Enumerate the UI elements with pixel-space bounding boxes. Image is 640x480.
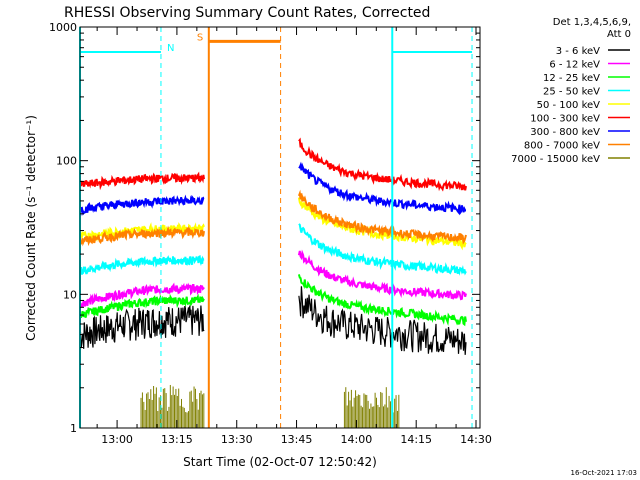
y-tick-label: 1000 bbox=[49, 21, 77, 34]
y-axis-label: Corrected Count Rate (s⁻¹ detector⁻¹) bbox=[24, 115, 38, 341]
saa-flag-label: S bbox=[197, 32, 203, 43]
y-tick-label: 100 bbox=[56, 155, 77, 168]
series-segment bbox=[79, 293, 205, 319]
axes: 1 10 100 1000 13:00 13:15 13:30 13:45 14:00 14:15… bbox=[49, 21, 492, 446]
legend-label: 800 - 7000 keV bbox=[524, 141, 600, 152]
series-segment bbox=[298, 161, 467, 216]
y-tick-label: 10 bbox=[63, 288, 77, 301]
legend-label: 12 - 25 keV bbox=[543, 73, 600, 84]
legend-label: 100 - 300 keV bbox=[530, 114, 600, 125]
x-tick-label: 14:15 bbox=[400, 433, 432, 446]
series-7000to15000keV-spikes bbox=[140, 384, 400, 428]
plot-frame bbox=[79, 26, 481, 429]
legend-header: Det 1,3,4,5,6,9, bbox=[553, 17, 631, 28]
series-segment bbox=[79, 282, 205, 308]
legend-label: 50 - 100 keV bbox=[537, 100, 601, 111]
series-segment bbox=[79, 225, 205, 247]
series-segment bbox=[297, 197, 467, 251]
series-segment bbox=[297, 274, 467, 327]
series-300to800keV-line bbox=[79, 161, 467, 217]
series-segment bbox=[79, 254, 205, 275]
x-tick-label: 13:30 bbox=[221, 433, 253, 446]
series-3to6keV-line bbox=[79, 286, 467, 355]
series-segment bbox=[79, 194, 205, 217]
x-tick-label: 13:00 bbox=[101, 433, 133, 446]
legend-label: 6 - 12 keV bbox=[549, 60, 600, 71]
series-800to7000keV-line bbox=[79, 189, 467, 247]
series-segment bbox=[297, 249, 467, 301]
series-segment bbox=[298, 286, 467, 355]
series-segment bbox=[79, 305, 205, 349]
series-6to12keV-line bbox=[79, 249, 467, 308]
series-12to25keV-line bbox=[79, 274, 467, 327]
chart-title: RHESSI Observing Summary Count Rates, Co… bbox=[64, 5, 430, 21]
night-flag-label: N bbox=[167, 43, 174, 54]
x-axis-label: Start Time (02-Oct-07 12:50:42) bbox=[183, 455, 377, 469]
series-25to50keV-line bbox=[79, 223, 467, 276]
legend-label: 7000 - 15000 keV bbox=[511, 154, 600, 165]
footer-date: 16-Oct-2021 17:03 bbox=[571, 469, 637, 477]
x-tick-label: 14:00 bbox=[341, 433, 373, 446]
legend: Det 1,3,4,5,6,9,Att 0 3 - 6 keV 6 - 12 keV… bbox=[511, 17, 631, 165]
series-segment bbox=[297, 189, 467, 245]
legend-label: 300 - 800 keV bbox=[530, 127, 600, 138]
legend-label: 25 - 50 keV bbox=[543, 87, 600, 98]
series-segment bbox=[79, 171, 205, 191]
y-tick-label: 1 bbox=[70, 422, 77, 435]
x-tick-label: 13:15 bbox=[161, 433, 193, 446]
plot-area: NS bbox=[79, 27, 473, 428]
series-100to300keV-line bbox=[79, 137, 467, 192]
legend-header: Att 0 bbox=[607, 29, 631, 40]
legend-label: 3 - 6 keV bbox=[556, 46, 600, 57]
x-tick-label: 14:30 bbox=[460, 433, 492, 446]
series-segment bbox=[298, 137, 467, 192]
series-segment bbox=[298, 223, 467, 276]
x-tick-label: 13:45 bbox=[281, 433, 313, 446]
